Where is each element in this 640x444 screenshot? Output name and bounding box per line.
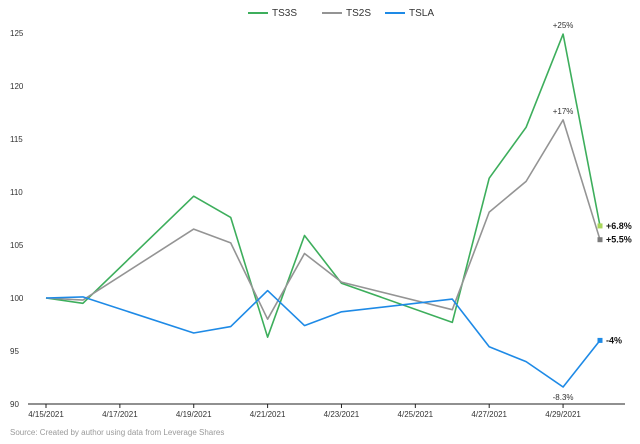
- data-point-ts3s: [562, 33, 564, 35]
- legend-label: TS3S: [272, 7, 298, 19]
- data-point-tsla: [562, 386, 564, 388]
- data-point-ts2s: [451, 309, 453, 311]
- y-tick-label: 115: [10, 135, 23, 144]
- x-tick-label: 4/15/2021: [28, 410, 64, 419]
- x-tick-label: 4/27/2021: [471, 410, 507, 419]
- data-point-ts3s: [230, 217, 232, 219]
- y-tick-label: 105: [10, 241, 24, 250]
- legend-item-ts2s: TS2S: [322, 4, 371, 22]
- legend-swatch: [322, 12, 342, 14]
- data-point-tsla: [304, 325, 306, 327]
- data-point-ts3s: [525, 126, 527, 128]
- data-point-tsla: [525, 361, 527, 363]
- data-point-ts3s: [304, 235, 306, 237]
- data-point-ts2s: [562, 119, 564, 121]
- data-point-tsla: [45, 297, 47, 299]
- data-point-ts2s: [488, 211, 490, 213]
- data-point-ts2s: [193, 228, 195, 230]
- annotation-ts2s-marker: [597, 237, 603, 243]
- data-point-ts2s: [341, 281, 343, 283]
- x-tick-label: 4/19/2021: [176, 410, 212, 419]
- x-tick-label: 4/17/2021: [102, 410, 138, 419]
- x-tick-label: 4/21/2021: [250, 410, 286, 419]
- y-tick-label: 120: [10, 82, 24, 91]
- y-tick-label: 125: [10, 29, 24, 38]
- data-point-tsla: [488, 346, 490, 348]
- series-line-tsla: [45, 289, 601, 388]
- series-line-ts2s: [45, 119, 601, 321]
- annotation-ts3s-label: +6.8%: [606, 221, 632, 231]
- annotation-tsla-marker: [597, 337, 603, 343]
- legend-label: TS2S: [346, 7, 372, 19]
- legend-swatch: [248, 12, 268, 14]
- annotation-ts3s-label: +25%: [553, 21, 574, 30]
- annotation-ts2s-label: +5.5%: [606, 235, 632, 245]
- y-tick-label: 90: [10, 400, 19, 409]
- data-point-tsla: [451, 298, 453, 300]
- legend-swatch: [385, 12, 405, 14]
- data-point-ts2s: [230, 242, 232, 244]
- data-point-ts2s: [82, 299, 84, 301]
- x-tick-label: 4/23/2021: [324, 410, 360, 419]
- data-point-ts2s: [525, 181, 527, 183]
- chart-legend: TS3S TS2S TSLA: [0, 4, 640, 22]
- data-point-tsla: [230, 326, 232, 328]
- y-tick-label: 95: [10, 347, 19, 356]
- data-point-ts3s: [193, 195, 195, 197]
- annotation-ts3s-marker: [597, 223, 603, 229]
- legend-item-ts3s: TS3S: [248, 4, 297, 22]
- annotation-tsla-label: -4%: [606, 335, 622, 345]
- annotation-tsla-label: -8.3%: [553, 393, 574, 402]
- data-point-ts2s: [304, 253, 306, 255]
- data-point-ts3s: [82, 302, 84, 304]
- data-point-ts3s: [488, 177, 490, 179]
- legend-item-tsla: TSLA: [385, 4, 434, 22]
- annotation-ts2s-label: +17%: [553, 107, 574, 116]
- legend-label: TSLA: [409, 7, 435, 19]
- y-tick-label: 110: [10, 188, 23, 197]
- y-tick-label: 100: [10, 294, 24, 303]
- data-point-tsla: [267, 290, 269, 292]
- x-tick-label: 4/29/2021: [545, 410, 581, 419]
- data-point-ts3s: [451, 321, 453, 323]
- series-line-ts3s: [45, 33, 601, 339]
- data-point-ts2s: [267, 318, 269, 320]
- x-tick-label: 4/25/2021: [398, 410, 434, 419]
- data-point-tsla: [82, 296, 84, 298]
- source-note: Source: Created by author using data fro…: [10, 428, 225, 437]
- data-point-tsla: [193, 332, 195, 334]
- data-point-tsla: [341, 311, 343, 313]
- data-point-ts3s: [267, 336, 269, 338]
